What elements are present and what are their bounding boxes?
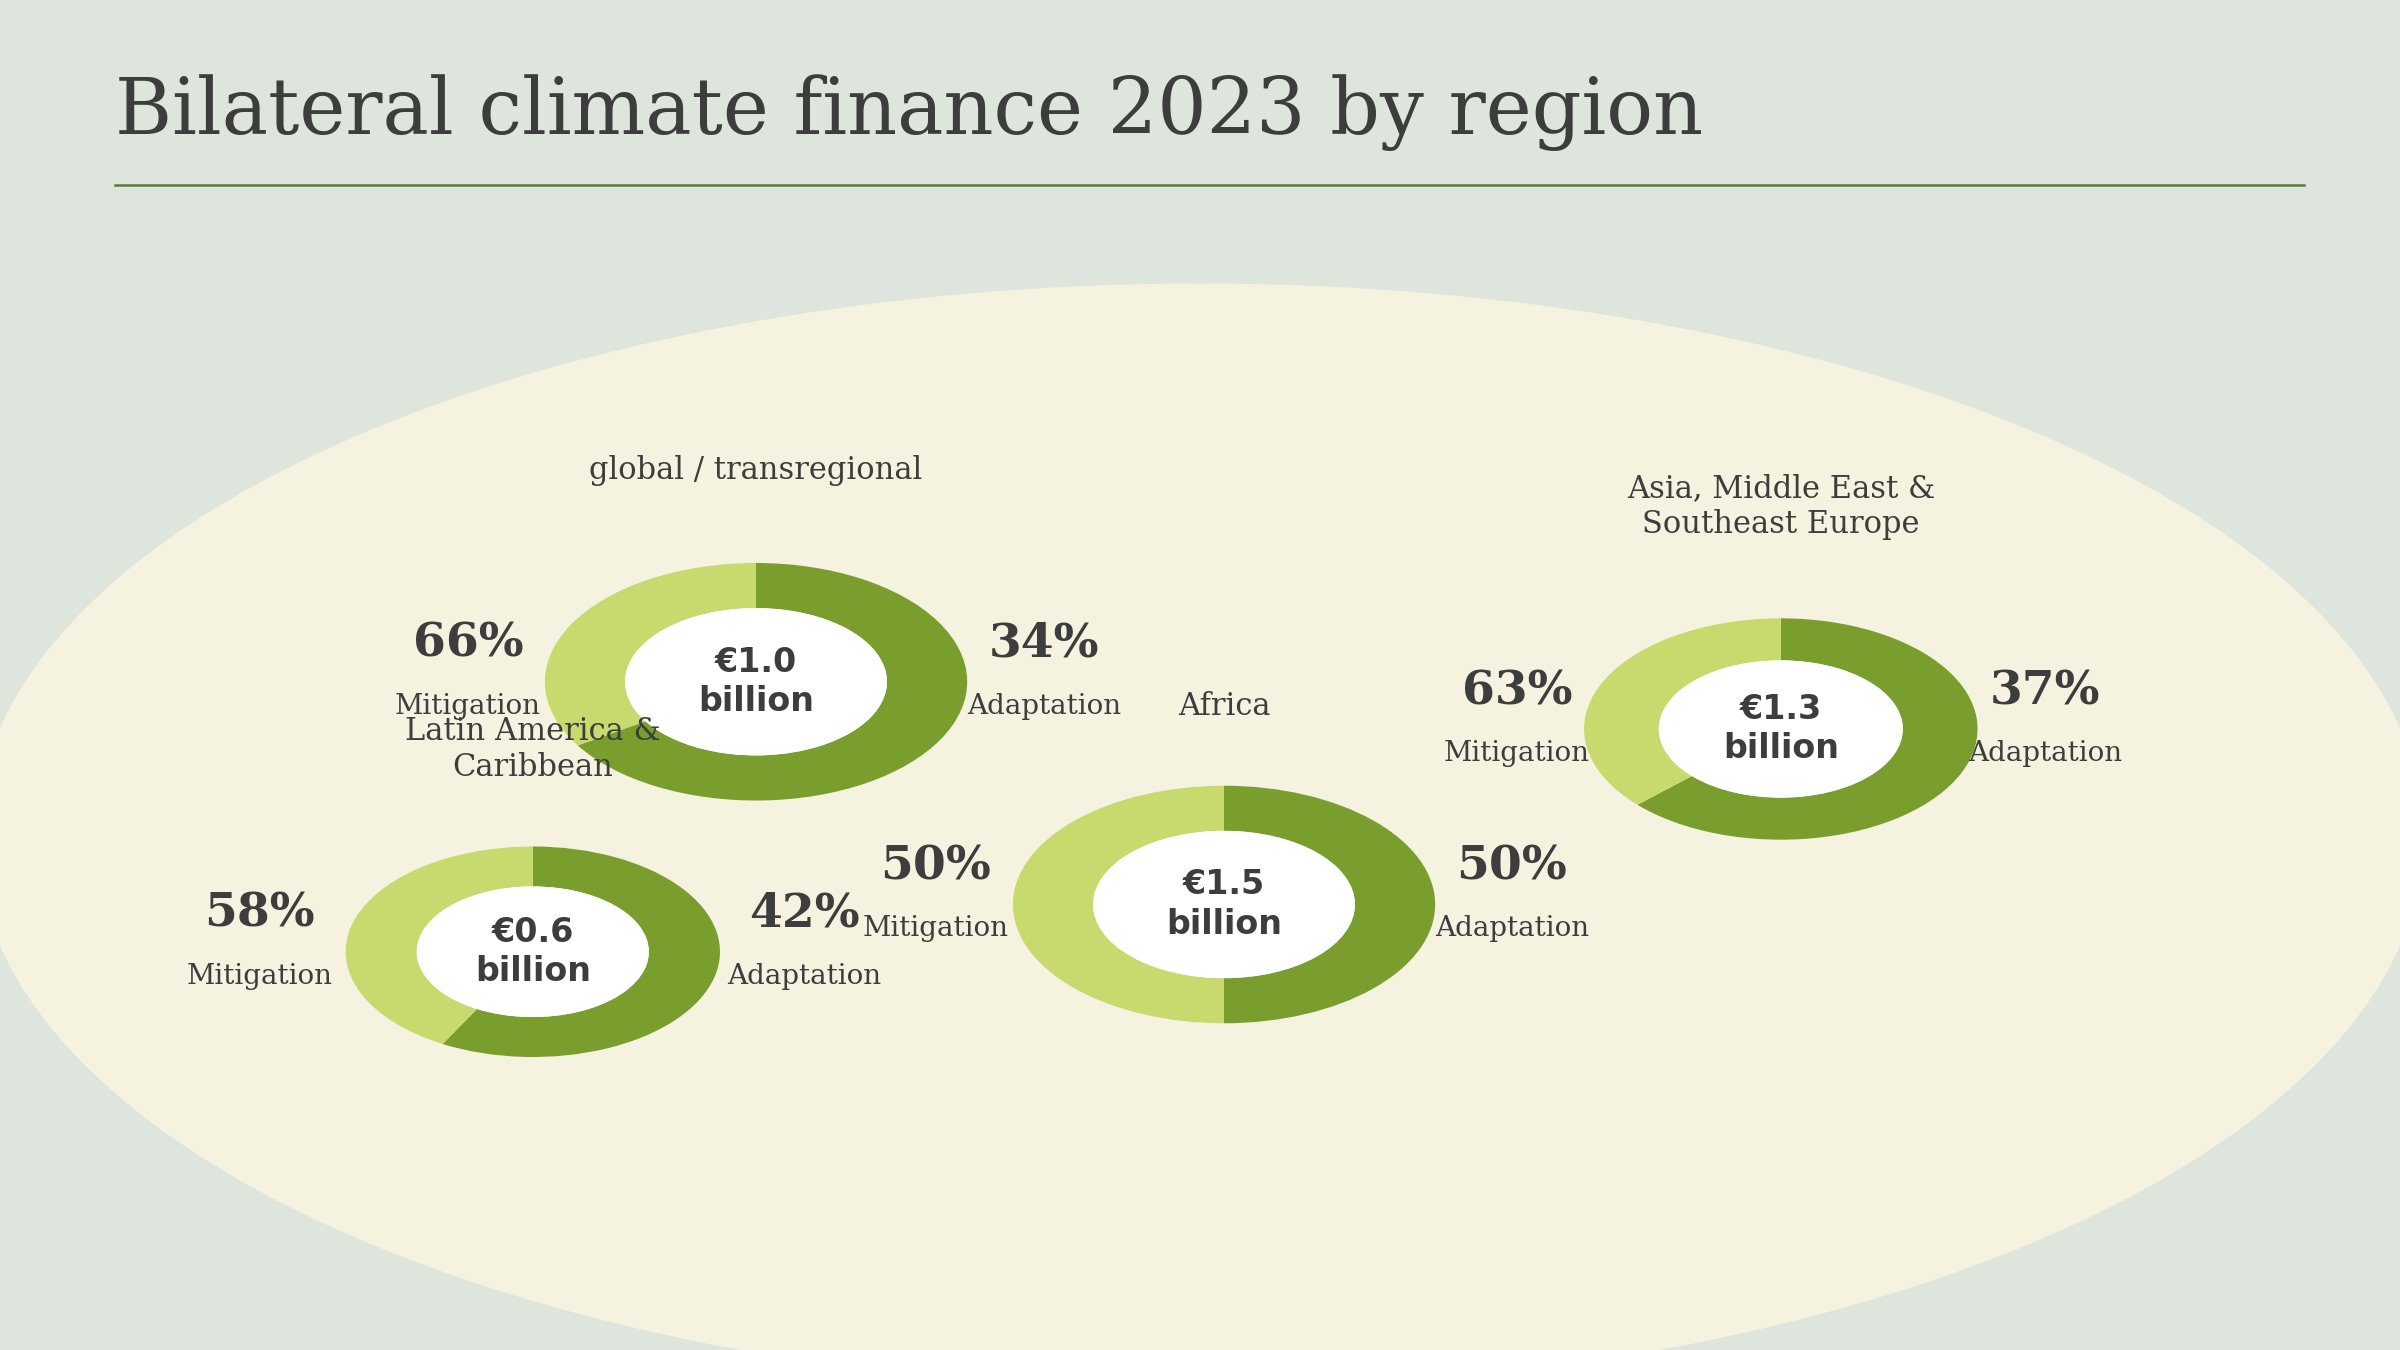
Text: 50%: 50% xyxy=(881,844,991,890)
Text: 42%: 42% xyxy=(749,891,859,937)
Circle shape xyxy=(545,563,967,801)
Text: Adaptation: Adaptation xyxy=(1968,740,2122,767)
Wedge shape xyxy=(1013,786,1224,1023)
Text: €1.5
billion: €1.5 billion xyxy=(1166,868,1282,941)
Circle shape xyxy=(1584,618,1978,840)
Text: Africa: Africa xyxy=(1178,691,1270,722)
Text: Adaptation: Adaptation xyxy=(1435,915,1589,942)
Text: 37%: 37% xyxy=(1990,668,2100,714)
Wedge shape xyxy=(1224,786,1435,1023)
Text: €0.6
billion: €0.6 billion xyxy=(475,915,590,988)
Circle shape xyxy=(1092,830,1356,979)
Wedge shape xyxy=(578,563,967,801)
Text: Adaptation: Adaptation xyxy=(727,963,881,990)
Circle shape xyxy=(346,846,720,1057)
Circle shape xyxy=(418,887,648,1017)
Text: Mitigation: Mitigation xyxy=(396,693,540,720)
Text: Mitigation: Mitigation xyxy=(187,963,331,990)
Text: Latin America &
Caribbean: Latin America & Caribbean xyxy=(406,717,660,783)
Text: Mitigation: Mitigation xyxy=(1445,740,1589,767)
Wedge shape xyxy=(346,846,533,1044)
Text: €1.3
billion: €1.3 billion xyxy=(1723,693,1838,765)
Text: Bilateral climate finance 2023 by region: Bilateral climate finance 2023 by region xyxy=(115,74,1704,151)
Wedge shape xyxy=(545,563,756,745)
Text: 58%: 58% xyxy=(204,891,314,937)
Wedge shape xyxy=(1637,618,1978,840)
Text: Mitigation: Mitigation xyxy=(864,915,1008,942)
Wedge shape xyxy=(442,846,720,1057)
Circle shape xyxy=(624,608,888,756)
Text: 50%: 50% xyxy=(1457,844,1567,890)
Text: 34%: 34% xyxy=(989,621,1099,667)
Text: €1.0
billion: €1.0 billion xyxy=(698,645,814,718)
Text: global / transregional: global / transregional xyxy=(590,455,922,486)
Circle shape xyxy=(1013,786,1435,1023)
Text: 66%: 66% xyxy=(413,621,523,667)
Text: Asia, Middle East &
Southeast Europe: Asia, Middle East & Southeast Europe xyxy=(1627,474,1934,540)
Text: Adaptation: Adaptation xyxy=(967,693,1121,720)
Ellipse shape xyxy=(0,284,2400,1350)
Wedge shape xyxy=(1584,618,1781,805)
Circle shape xyxy=(1658,660,1903,798)
Text: 63%: 63% xyxy=(1462,668,1572,714)
